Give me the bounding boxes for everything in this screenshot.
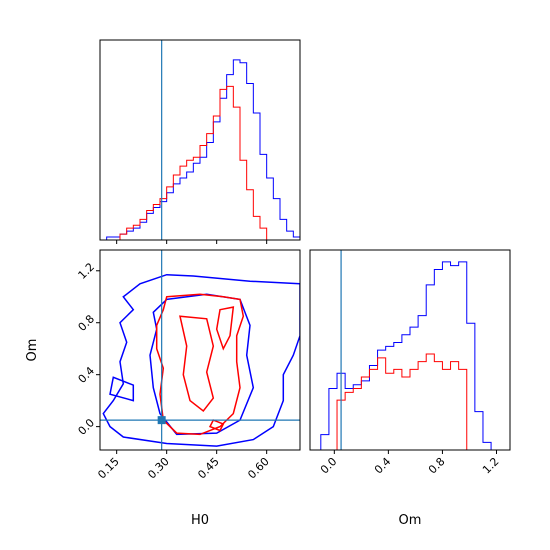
contour-lines <box>100 250 300 450</box>
contour-series-1-level-1 <box>179 315 215 413</box>
om-x-tick-label: 0.8 <box>426 455 448 477</box>
contour-series-0-level-1 <box>109 376 135 402</box>
contour-series-0-level-0 <box>102 273 300 447</box>
h0-histogram-ticks <box>116 240 268 244</box>
contour-series-1-level-3 <box>208 419 225 432</box>
om-histogram-frame <box>309 249 511 451</box>
contour-y-tick-label: 0.8 <box>76 312 98 334</box>
om-histogram-series-0 <box>320 261 492 450</box>
h0-om-contour-panel: 0.15 0.30 0.45 0.60 0.0 0.4 0.8 1.2 H0 Om <box>25 249 301 528</box>
contour-y-tick-label: 0.0 <box>76 416 98 438</box>
om-x-tick-label: 1.2 <box>480 455 502 477</box>
h0-histogram-marks <box>100 40 301 241</box>
contour-ylabel: Om <box>25 339 40 362</box>
truth-marker <box>157 416 166 425</box>
contour-x-tick-label: 0.45 <box>195 455 222 482</box>
om-histogram-ticks: 0.0 0.4 0.8 1.2 <box>318 450 502 476</box>
contour-y-tick-label: 0.4 <box>76 364 98 386</box>
om-x-tick-label: 0.0 <box>318 455 340 477</box>
contour-series-1-level-0 <box>155 293 245 436</box>
h0-histogram-series-1 <box>100 85 300 241</box>
contour-marks <box>100 250 300 450</box>
contour-xticks: 0.15 0.30 0.45 0.60 <box>95 450 272 481</box>
h0-histogram-series-0 <box>100 59 301 241</box>
h0-histogram-panel <box>99 39 301 244</box>
om-histogram-panel: 0.0 0.4 0.8 1.2 Om <box>309 249 511 528</box>
contour-yticks: 0.0 0.4 0.8 1.2 <box>76 260 100 438</box>
om-histogram-series-1 <box>320 353 492 451</box>
contour-series-0-level-2 <box>149 293 255 436</box>
contour-y-tick-label: 1.2 <box>76 260 98 282</box>
contour-x-tick-label: 0.30 <box>145 455 172 482</box>
om-histogram-marks <box>320 250 492 451</box>
contour-series-1-level-2 <box>215 306 235 351</box>
contour-xlabel: H0 <box>191 513 209 528</box>
contour-frame <box>99 249 301 451</box>
contour-x-tick-label: 0.15 <box>95 455 122 482</box>
h0-histogram-frame <box>99 39 301 241</box>
om-x-tick-label: 0.4 <box>372 455 394 477</box>
om-xlabel: Om <box>399 513 422 528</box>
contour-x-tick-label: 0.60 <box>245 455 272 482</box>
